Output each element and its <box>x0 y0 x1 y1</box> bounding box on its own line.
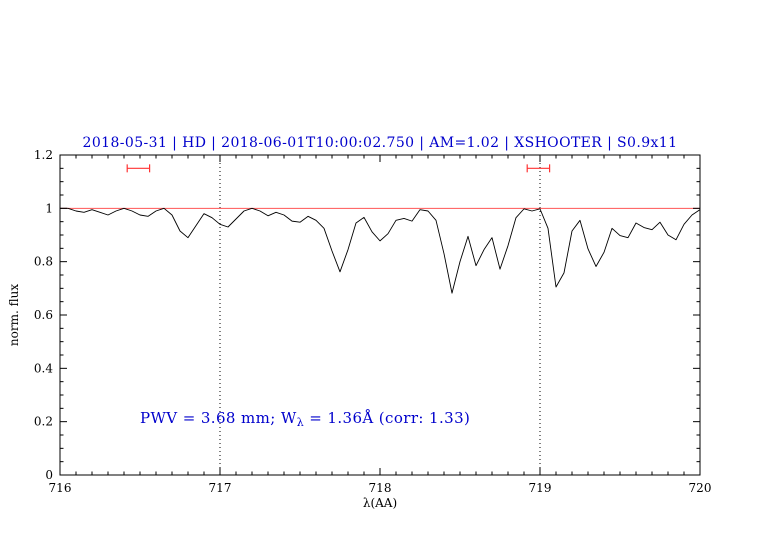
plot-title-text: 2018-05-31 | HD | 2018-06-01T10:00:02.75… <box>82 135 678 151</box>
y-tick-label: 0.6 <box>34 308 53 322</box>
pwv-annotation-subscript: λ <box>296 416 305 429</box>
dotted-guide-lines <box>219 155 541 475</box>
x-tick-label: 717 <box>209 481 232 495</box>
axis-ticks <box>59 154 701 476</box>
y-tick-label: 1 <box>45 201 53 215</box>
plot-title: 2018-05-31 | HD | 2018-06-01T10:00:02.75… <box>60 135 700 151</box>
x-tick-label: 716 <box>49 481 72 495</box>
pwv-annotation-prefix: PWV = 3.68 mm; W <box>140 409 297 427</box>
y-tick-label: 1.2 <box>34 148 53 162</box>
spectrum-line <box>60 207 701 294</box>
y-tick-label: 0.2 <box>34 415 53 429</box>
pwv-range-markers <box>126 164 551 173</box>
y-axis-title: norm. flux <box>7 283 21 347</box>
x-axis-title: λ(AA) <box>362 496 398 510</box>
pwv-annotation: PWV = 3.68 mm; Wλ = 1.36Å (corr: 1.33) <box>140 409 470 429</box>
y-tick-label: 0.8 <box>34 255 53 269</box>
y-tick-labels: 0 0.2 0.4 0.6 0.8 1 1.2 <box>34 148 53 482</box>
spectrum-polyline <box>60 207 701 294</box>
y-tick-label: 0 <box>45 468 53 482</box>
y-tick-label: 0.4 <box>34 361 53 375</box>
x-tick-label: 718 <box>369 481 392 495</box>
x-tick-labels: 716 717 718 719 720 <box>49 481 712 495</box>
x-tick-label: 720 <box>689 481 712 495</box>
x-tick-label: 719 <box>529 481 552 495</box>
pwv-annotation-suffix: = 1.36Å (corr: 1.33) <box>304 409 471 427</box>
